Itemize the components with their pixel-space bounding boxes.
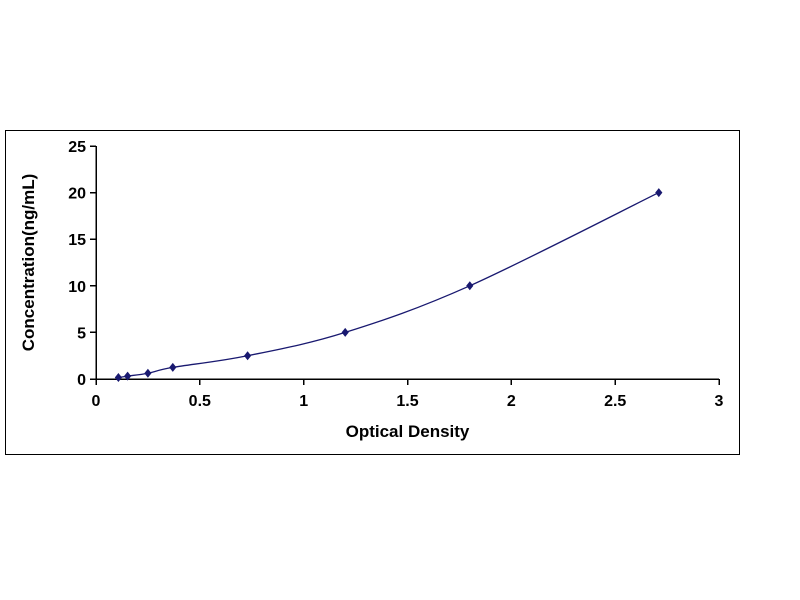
chart-canvas: 0 5 10 15 20 25 0 0.5 1 1.5 2 2.5 3 Optical Density Co… bbox=[19, 139, 724, 441]
y-tick-label: 25 bbox=[68, 139, 86, 156]
data-point-marker bbox=[169, 362, 177, 372]
y-tick-label: 20 bbox=[68, 186, 86, 203]
curve-line bbox=[118, 192, 660, 379]
y-tick-label: 15 bbox=[68, 232, 86, 249]
x-tick-label: 0 bbox=[92, 393, 101, 410]
x-tick-label: 1.5 bbox=[396, 393, 418, 410]
data-point-marker bbox=[114, 373, 122, 382]
x-axis: 0 0.5 1 1.5 2 2.5 3 bbox=[92, 378, 724, 410]
x-tick-label: 2 bbox=[507, 393, 516, 410]
data-point-marker bbox=[244, 351, 252, 361]
x-tick-label: 0.5 bbox=[189, 393, 211, 410]
data-point-marker bbox=[144, 368, 152, 378]
y-tick-label: 5 bbox=[77, 325, 86, 342]
x-tick-label: 3 bbox=[715, 393, 724, 410]
y-axis: 0 5 10 15 20 25 bbox=[68, 139, 97, 389]
y-tick-label: 0 bbox=[77, 372, 86, 389]
data-point-marker bbox=[466, 281, 474, 291]
x-tick-label: 2.5 bbox=[604, 393, 626, 410]
y-tick-label: 10 bbox=[68, 279, 86, 296]
x-axis-title: Optical Density bbox=[346, 422, 470, 441]
data-point-marker bbox=[124, 371, 132, 381]
y-axis-title: Concentration(ng/mL) bbox=[19, 174, 38, 352]
data-point-marker bbox=[341, 327, 349, 337]
x-tick-label: 1 bbox=[299, 393, 308, 410]
standard-curve-chart: 0 5 10 15 20 25 0 0.5 1 1.5 2 2.5 3 Optical Density Co… bbox=[5, 130, 740, 455]
data-point-marker bbox=[655, 188, 663, 198]
